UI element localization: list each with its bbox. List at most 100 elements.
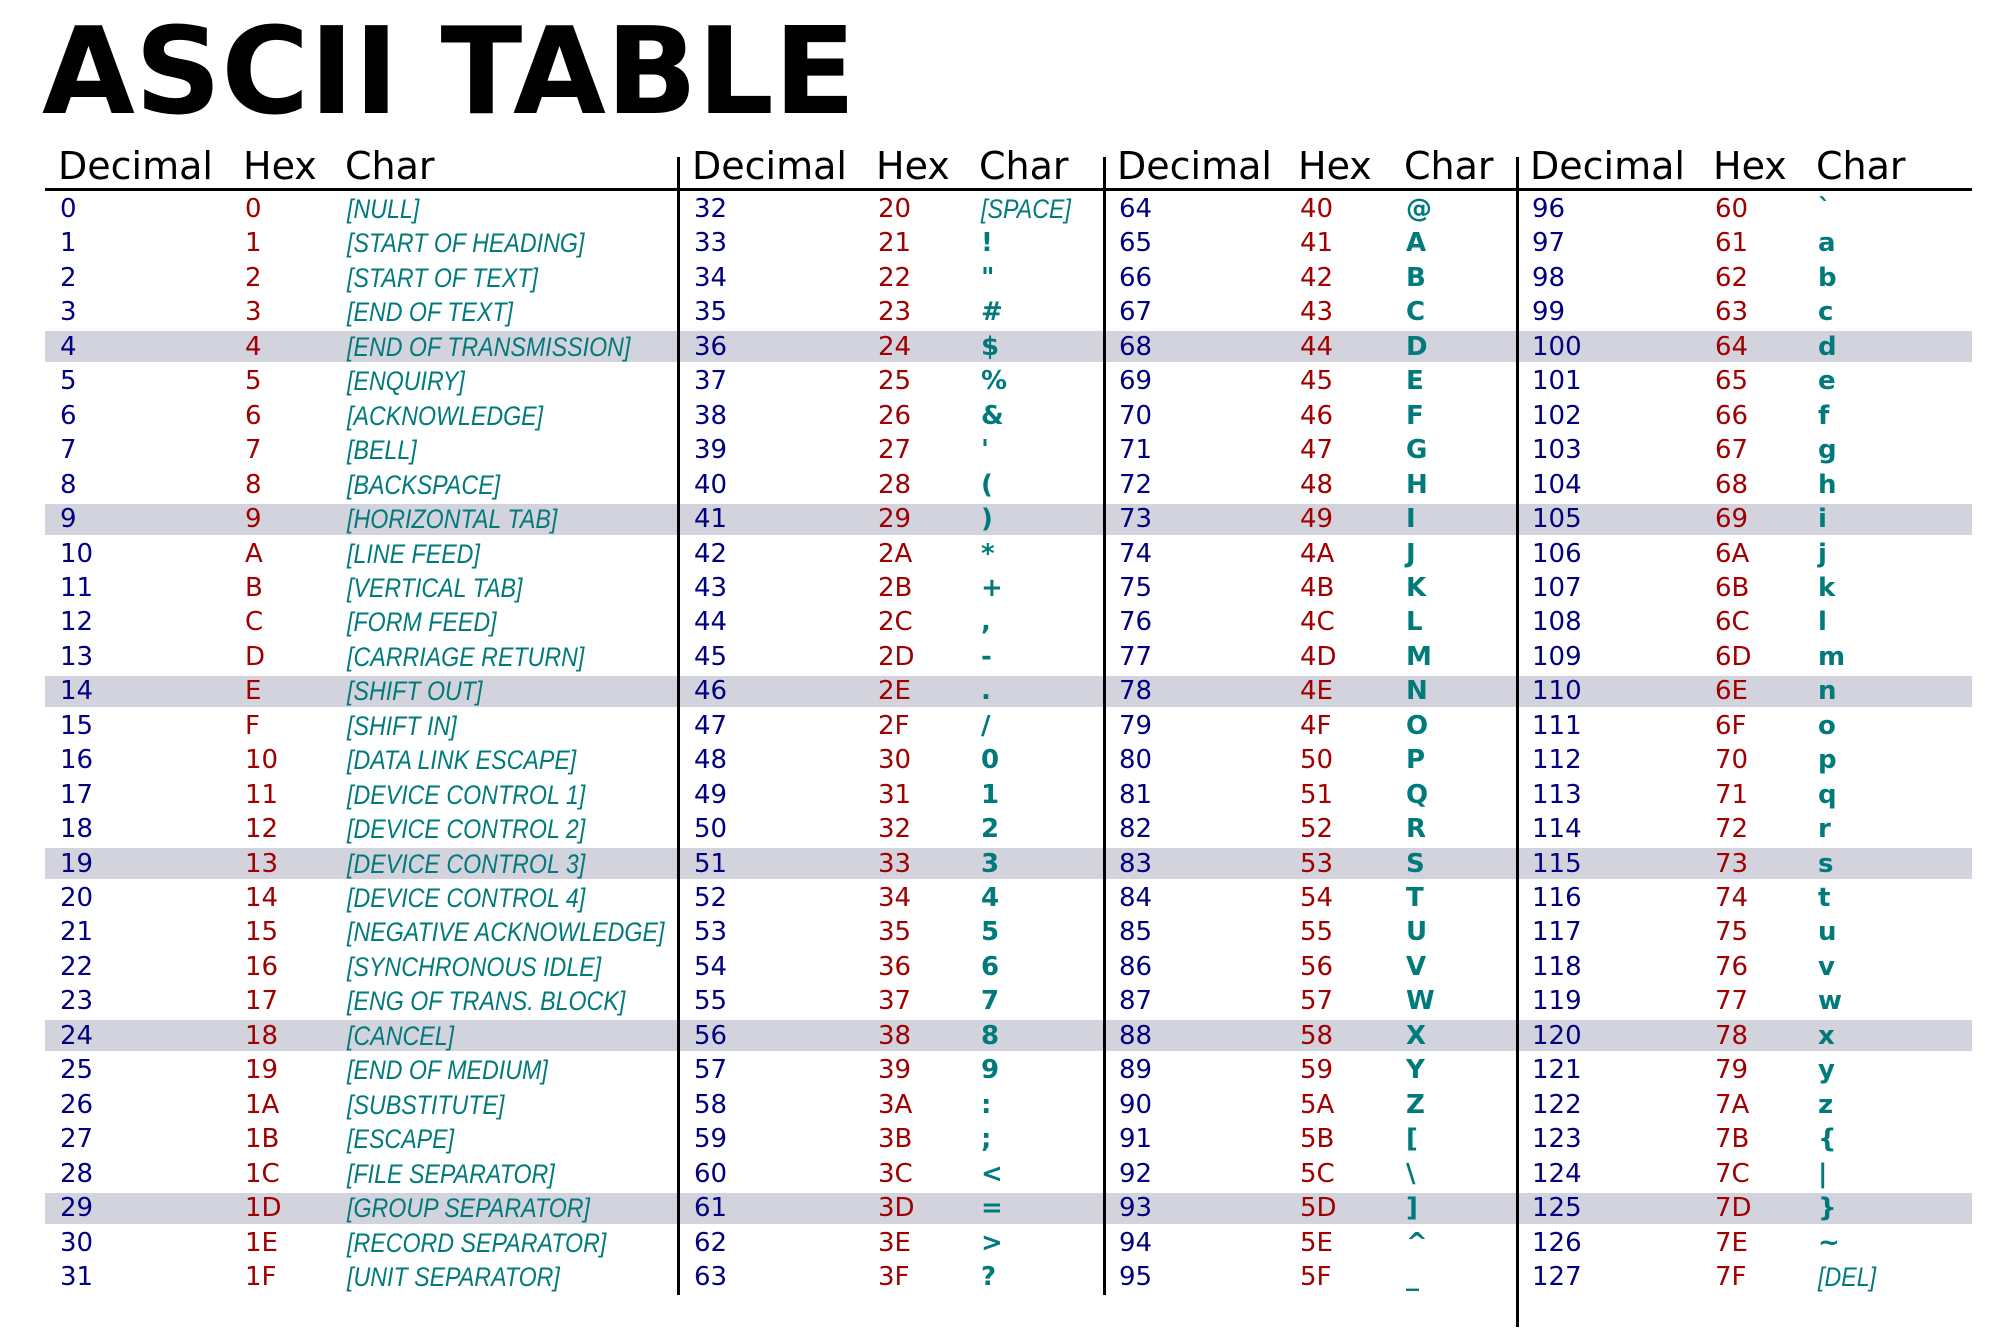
char-name-cell: [HORIZONTAL TAB] bbox=[347, 504, 558, 535]
char-cell: R bbox=[1406, 814, 1427, 845]
hex-cell: 75 bbox=[1715, 917, 1749, 948]
char-cell: { bbox=[1818, 1124, 1837, 1155]
decimal-cell: 82 bbox=[1119, 814, 1153, 845]
hex-cell: 6D bbox=[1715, 641, 1752, 672]
decimal-cell: 47 bbox=[694, 710, 728, 741]
char-cell: N bbox=[1406, 676, 1428, 707]
hex-cell: 5D bbox=[1300, 1193, 1337, 1224]
char-name-cell: [CARRIAGE RETURN] bbox=[347, 641, 585, 672]
char-name-cell: [SUBSTITUTE] bbox=[347, 1089, 505, 1120]
char-cell: q bbox=[1818, 779, 1837, 810]
decimal-cell: 119 bbox=[1532, 986, 1582, 1017]
hex-cell: 66 bbox=[1715, 400, 1749, 431]
char-name-cell: [ACKNOWLEDGE] bbox=[347, 400, 544, 431]
char-cell: ` bbox=[1818, 194, 1831, 224]
hex-cell: 33 bbox=[878, 848, 912, 879]
hex-cell: 4C bbox=[1300, 607, 1335, 638]
decimal-cell: 44 bbox=[694, 607, 728, 638]
hex-cell: 4F bbox=[1300, 710, 1332, 741]
decimal-cell: 12 bbox=[60, 607, 94, 638]
decimal-cell: 115 bbox=[1532, 848, 1582, 879]
char-cell: f bbox=[1818, 400, 1830, 431]
decimal-cell: 0 bbox=[60, 194, 77, 224]
decimal-cell: 5 bbox=[60, 366, 77, 397]
hex-cell: 34 bbox=[878, 883, 912, 913]
column-header: Char bbox=[1816, 144, 1906, 188]
decimal-cell: 16 bbox=[60, 745, 94, 776]
char-name-cell: [END OF MEDIUM] bbox=[347, 1055, 548, 1086]
char-name-cell: [DEL] bbox=[1818, 1261, 1877, 1292]
char-name-cell: [BACKSPACE] bbox=[347, 469, 501, 500]
hex-cell: 43 bbox=[1300, 297, 1334, 328]
char-cell: = bbox=[981, 1193, 1003, 1224]
char-cell: t bbox=[1818, 883, 1831, 913]
hex-cell: 27 bbox=[878, 435, 912, 466]
hex-cell: 3 bbox=[245, 297, 262, 328]
decimal-cell: 56 bbox=[694, 1020, 728, 1051]
hex-cell: 70 bbox=[1715, 745, 1749, 776]
char-cell: ( bbox=[981, 469, 993, 500]
row-shading bbox=[45, 848, 1972, 880]
char-cell: K bbox=[1406, 572, 1427, 603]
hex-cell: 18 bbox=[245, 1020, 279, 1051]
hex-cell: 3C bbox=[878, 1158, 913, 1189]
hex-cell: 3F bbox=[878, 1261, 910, 1292]
char-cell: [ bbox=[1406, 1124, 1418, 1155]
decimal-cell: 65 bbox=[1119, 228, 1153, 259]
decimal-cell: 40 bbox=[694, 469, 728, 500]
hex-cell: 29 bbox=[878, 504, 912, 535]
column-header: Hex bbox=[876, 144, 950, 188]
char-cell: l bbox=[1818, 607, 1827, 638]
char-cell: s bbox=[1818, 848, 1834, 879]
decimal-cell: 8 bbox=[60, 469, 77, 500]
hex-cell: F bbox=[245, 710, 260, 741]
char-cell: # bbox=[981, 297, 1003, 328]
char-cell: B bbox=[1406, 262, 1426, 293]
decimal-cell: 30 bbox=[60, 1227, 94, 1258]
hex-cell: 51 bbox=[1300, 779, 1334, 810]
decimal-cell: 101 bbox=[1532, 366, 1582, 397]
char-name-cell: [ENG OF TRANS. BLOCK] bbox=[347, 986, 626, 1017]
char-cell: Q bbox=[1406, 779, 1429, 810]
hex-cell: 21 bbox=[878, 228, 912, 259]
hex-cell: 4A bbox=[1300, 538, 1335, 569]
hex-cell: B bbox=[245, 572, 263, 603]
decimal-cell: 76 bbox=[1119, 607, 1153, 638]
row-shading bbox=[45, 331, 1972, 363]
hex-cell: 46 bbox=[1300, 400, 1334, 431]
hex-cell: 62 bbox=[1715, 262, 1749, 293]
char-cell: & bbox=[981, 400, 1004, 431]
char-cell: M bbox=[1406, 641, 1432, 672]
hex-cell: 42 bbox=[1300, 262, 1334, 293]
decimal-cell: 7 bbox=[60, 435, 77, 466]
decimal-cell: 83 bbox=[1119, 848, 1153, 879]
hex-cell: 2 bbox=[245, 262, 262, 293]
decimal-cell: 14 bbox=[60, 676, 94, 707]
hex-cell: 5C bbox=[1300, 1158, 1335, 1189]
hex-cell: D bbox=[245, 641, 266, 672]
hex-cell: 52 bbox=[1300, 814, 1334, 845]
hex-cell: 10 bbox=[245, 745, 279, 776]
decimal-cell: 11 bbox=[60, 572, 94, 603]
hex-cell: 1E bbox=[245, 1227, 278, 1258]
decimal-cell: 73 bbox=[1119, 504, 1153, 535]
decimal-cell: 53 bbox=[694, 917, 728, 948]
char-cell: I bbox=[1406, 504, 1416, 535]
char-cell: J bbox=[1406, 538, 1416, 569]
decimal-cell: 95 bbox=[1119, 1261, 1153, 1292]
char-cell: u bbox=[1818, 917, 1837, 948]
hex-cell: 79 bbox=[1715, 1055, 1749, 1086]
decimal-cell: 62 bbox=[694, 1227, 728, 1258]
decimal-cell: 64 bbox=[1119, 194, 1153, 224]
char-cell: p bbox=[1818, 745, 1837, 776]
decimal-cell: 1 bbox=[60, 228, 77, 259]
hex-cell: 4E bbox=[1300, 676, 1333, 707]
column-header: Decimal bbox=[1117, 144, 1272, 188]
hex-cell: 2A bbox=[878, 538, 913, 569]
hex-cell: 67 bbox=[1715, 435, 1749, 466]
decimal-cell: 41 bbox=[694, 504, 728, 535]
char-cell: < bbox=[981, 1158, 1003, 1189]
decimal-cell: 86 bbox=[1119, 951, 1153, 982]
decimal-cell: 91 bbox=[1119, 1124, 1153, 1155]
